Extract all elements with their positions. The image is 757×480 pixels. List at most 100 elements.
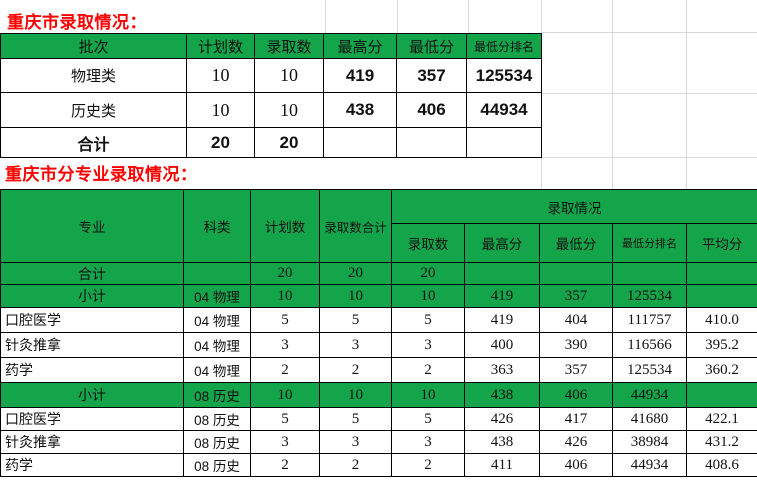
data-cell[interactable]: 04 物理 bbox=[183, 284, 251, 308]
data-cell[interactable]: 3 bbox=[250, 430, 320, 454]
data-cell[interactable]: 20 bbox=[254, 127, 324, 158]
data-cell[interactable]: 411 bbox=[464, 453, 540, 477]
data-cell[interactable]: 10 bbox=[250, 284, 320, 308]
data-cell[interactable]: 合计 bbox=[0, 127, 187, 158]
data-cell[interactable]: 08 历史 bbox=[183, 407, 251, 431]
data-cell[interactable]: 116566 bbox=[612, 332, 687, 358]
data-cell[interactable]: 41680 bbox=[612, 407, 687, 431]
column-header-batch[interactable]: 批次 bbox=[0, 33, 187, 59]
data-cell[interactable]: 20 bbox=[391, 262, 465, 285]
data-cell[interactable]: 3 bbox=[391, 332, 465, 358]
data-cell[interactable]: 438 bbox=[464, 382, 540, 408]
column-header-group-admission[interactable]: 录取情况 bbox=[391, 189, 757, 224]
data-cell[interactable]: 125534 bbox=[612, 284, 687, 308]
column-header-min-rank[interactable]: 最低分排名 bbox=[612, 223, 687, 263]
data-cell[interactable]: 44934 bbox=[466, 92, 542, 128]
data-cell[interactable]: 2 bbox=[319, 357, 392, 383]
data-cell[interactable]: 438 bbox=[464, 430, 540, 454]
data-cell[interactable]: 426 bbox=[464, 407, 540, 431]
data-cell[interactable]: 04 物理 bbox=[183, 332, 251, 358]
data-cell[interactable]: 10 bbox=[186, 92, 255, 128]
data-cell[interactable] bbox=[612, 262, 687, 285]
data-cell[interactable]: 390 bbox=[539, 332, 613, 358]
data-cell[interactable]: 406 bbox=[396, 92, 467, 128]
data-cell[interactable]: 44934 bbox=[612, 382, 687, 408]
data-cell[interactable]: 小计 bbox=[0, 284, 184, 308]
data-cell[interactable]: 口腔医学 bbox=[0, 307, 184, 333]
column-header-admitted[interactable]: 录取数 bbox=[391, 223, 465, 263]
data-cell[interactable]: 10 bbox=[254, 92, 324, 128]
data-cell[interactable] bbox=[539, 262, 613, 285]
data-cell[interactable]: 10 bbox=[319, 284, 392, 308]
data-cell[interactable]: 历史类 bbox=[0, 92, 187, 128]
data-cell[interactable]: 395.2 bbox=[686, 332, 757, 358]
data-cell[interactable]: 44934 bbox=[612, 453, 687, 477]
data-cell[interactable]: 410.0 bbox=[686, 307, 757, 333]
data-cell[interactable]: 5 bbox=[250, 307, 320, 333]
data-cell[interactable]: 400 bbox=[464, 332, 540, 358]
data-cell[interactable]: 10 bbox=[254, 58, 324, 93]
column-header-max-score[interactable]: 最高分 bbox=[323, 33, 397, 59]
data-cell[interactable]: 38984 bbox=[612, 430, 687, 454]
data-cell[interactable]: 20 bbox=[319, 262, 392, 285]
data-cell[interactable]: 3 bbox=[250, 332, 320, 358]
data-cell[interactable]: 08 历史 bbox=[183, 453, 251, 477]
data-cell[interactable]: 419 bbox=[464, 307, 540, 333]
data-cell[interactable]: 2 bbox=[319, 453, 392, 477]
data-cell[interactable]: 438 bbox=[323, 92, 397, 128]
data-cell[interactable]: 08 历史 bbox=[183, 430, 251, 454]
data-cell[interactable]: 10 bbox=[319, 382, 392, 408]
column-header-min-score[interactable]: 最低分 bbox=[539, 223, 613, 263]
data-cell[interactable]: 419 bbox=[323, 58, 397, 93]
column-header-min-rank[interactable]: 最低分排名 bbox=[466, 33, 542, 59]
data-cell[interactable]: 5 bbox=[391, 307, 465, 333]
data-cell[interactable]: 2 bbox=[250, 453, 320, 477]
data-cell[interactable]: 2 bbox=[391, 453, 465, 477]
data-cell[interactable]: 111757 bbox=[612, 307, 687, 333]
data-cell[interactable]: 5 bbox=[250, 407, 320, 431]
data-cell[interactable]: 2 bbox=[250, 357, 320, 383]
column-header-admitted[interactable]: 录取数 bbox=[254, 33, 324, 59]
data-cell[interactable] bbox=[396, 127, 467, 158]
column-header-max-score[interactable]: 最高分 bbox=[464, 223, 540, 263]
data-cell[interactable]: 408.6 bbox=[686, 453, 757, 477]
data-cell[interactable]: 小计 bbox=[0, 382, 184, 408]
data-cell[interactable]: 10 bbox=[391, 382, 465, 408]
data-cell[interactable] bbox=[323, 127, 397, 158]
data-cell[interactable]: 406 bbox=[539, 453, 613, 477]
data-cell[interactable] bbox=[466, 127, 542, 158]
data-cell[interactable]: 04 物理 bbox=[183, 307, 251, 333]
data-cell[interactable]: 物理类 bbox=[0, 58, 187, 93]
data-cell[interactable]: 357 bbox=[396, 58, 467, 93]
data-cell[interactable] bbox=[686, 262, 757, 285]
data-cell[interactable]: 3 bbox=[319, 430, 392, 454]
column-header-planned[interactable]: 计划数 bbox=[250, 189, 320, 263]
data-cell[interactable] bbox=[686, 382, 757, 408]
data-cell[interactable]: 10 bbox=[391, 284, 465, 308]
data-cell[interactable]: 417 bbox=[539, 407, 613, 431]
data-cell[interactable]: 406 bbox=[539, 382, 613, 408]
data-cell[interactable]: 5 bbox=[319, 407, 392, 431]
data-cell[interactable]: 10 bbox=[250, 382, 320, 408]
data-cell[interactable]: 125534 bbox=[612, 357, 687, 383]
data-cell[interactable]: 431.2 bbox=[686, 430, 757, 454]
data-cell[interactable]: 3 bbox=[319, 332, 392, 358]
column-header-min-score[interactable]: 最低分 bbox=[396, 33, 467, 59]
data-cell[interactable]: 357 bbox=[539, 284, 613, 308]
data-cell[interactable]: 合计 bbox=[0, 262, 184, 285]
column-header-planned[interactable]: 计划数 bbox=[186, 33, 255, 59]
data-cell[interactable]: 360.2 bbox=[686, 357, 757, 383]
data-cell[interactable]: 404 bbox=[539, 307, 613, 333]
data-cell[interactable]: 针灸推拿 bbox=[0, 430, 184, 454]
data-cell[interactable]: 04 物理 bbox=[183, 357, 251, 383]
data-cell[interactable] bbox=[464, 262, 540, 285]
data-cell[interactable]: 426 bbox=[539, 430, 613, 454]
data-cell[interactable]: 363 bbox=[464, 357, 540, 383]
data-cell[interactable] bbox=[686, 284, 757, 308]
data-cell[interactable]: 08 历史 bbox=[183, 382, 251, 408]
data-cell[interactable]: 357 bbox=[539, 357, 613, 383]
data-cell[interactable]: 20 bbox=[250, 262, 320, 285]
column-header-admitted-total[interactable]: 录取数合计 bbox=[319, 189, 392, 263]
data-cell[interactable]: 10 bbox=[186, 58, 255, 93]
data-cell[interactable]: 20 bbox=[186, 127, 255, 158]
